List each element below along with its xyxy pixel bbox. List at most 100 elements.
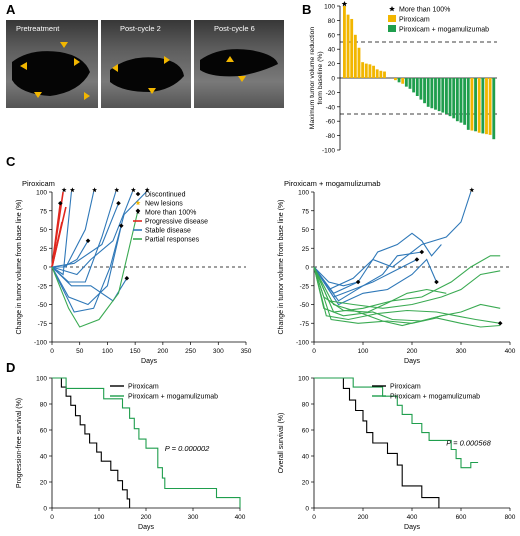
waterfall-bar [426,78,430,107]
arrowhead-icon [112,64,118,72]
y-tick-label: 100 [36,376,47,383]
waterfall-bar [361,62,365,78]
end-marker-diamond [124,275,130,281]
y-tick-label: -75 [38,321,48,328]
series-line-stable [313,251,422,302]
survival-curve-combo [52,377,241,508]
x-tick-label: 600 [456,514,467,521]
arrowhead-icon [84,92,90,100]
end-marker-star [144,187,150,193]
waterfall-bar [408,78,412,89]
series-line-partial [313,266,442,327]
arrowhead-icon [20,62,27,70]
x-tick-label: 250 [185,348,196,355]
arrowhead-icon [238,76,246,82]
end-marker-star [69,187,75,193]
legend-diamond-icon [135,191,141,197]
x-tick-label: 0 [50,514,54,521]
end-marker-star [61,187,67,193]
y-tick-label: -50 [300,302,310,309]
y-tick-label: -100 [34,340,47,347]
series-line-stable [313,191,472,291]
legend-swatch-combo [388,25,396,32]
us-label-pretreatment: Pretreatment [16,24,60,33]
y-tick-label: 0 [331,76,335,83]
series-line-stable [313,258,438,306]
y-axis-title-line2: from baseline (%) [317,51,324,104]
arrowhead-icon [148,88,156,94]
waterfall-bar [368,64,372,78]
x-axis-title: Days [404,358,420,365]
us-lesion-1 [12,51,90,96]
legend-label: Piroxicam + mogamulizumab [390,394,480,401]
y-tick-label: 75 [302,208,310,215]
y-axis-title: Change in tumor volume from base line (%… [278,199,285,334]
waterfall-bar [466,78,470,130]
end-marker-diamond [118,223,124,229]
y-tick-label: 100 [36,190,47,197]
legend-label: Piroxicam + mogamulizumab [128,394,218,401]
y-tick-label: 40 [328,47,336,54]
ultrasound-image-pretreatment [6,20,98,108]
x-tick-label: 400 [505,348,516,355]
waterfall-bar [477,78,481,133]
series-line-stable [51,225,122,306]
end-marker-diamond [419,249,425,255]
series-line-partial [313,266,501,309]
x-tick-label: 300 [188,514,199,521]
y-tick-label: -100 [296,340,309,347]
y-tick-label: -50 [38,302,48,309]
more-than-100-star [341,1,348,7]
waterfall-bar [430,78,434,109]
ultrasound-image-post-cycle-6 [194,20,284,108]
series-line-partial [313,266,501,324]
y-axis-title: Change in tumor volume from base line (%… [16,199,23,334]
waterfall-bar [375,69,379,78]
legend-swatch-piroxicam [388,15,396,22]
end-marker-star [92,187,97,193]
us-lesion-2 [110,57,184,92]
survival-curve-combo [314,377,479,469]
y-tick-label: -100 [322,148,335,155]
x-axis-title: Days [141,358,157,365]
waterfall-bar [455,78,459,122]
panel-b-letter: B [302,2,311,17]
y-tick-label: 100 [298,376,309,383]
panel-c-letter: C [6,154,16,169]
x-tick-label: 300 [456,348,467,355]
waterfall-bar [415,78,419,96]
end-marker-diamond [58,200,63,206]
legend-label: Piroxicam [128,384,159,391]
y-tick-label: 60 [328,32,336,39]
legend-label: Stable disease [145,228,191,235]
waterfall-bar [401,78,405,84]
end-marker-star [114,187,120,193]
waterfall-bar [448,78,452,117]
y-tick-label: 75 [40,208,48,215]
y-tick-label: 80 [40,402,48,409]
legend-label: Piroxicam [399,17,430,24]
y-tick-label: -25 [300,283,310,290]
y-tick-label: 60 [302,428,310,435]
waterfall-bar [383,71,386,78]
y-tick-label: 50 [302,227,310,234]
legend-label: Piroxicam + mogamulizumab [399,27,489,34]
y-tick-label: 25 [40,246,48,253]
y-tick-label: -40 [326,104,336,111]
legend-label: Piroxicam [390,384,421,391]
us-label-post-cycle-6: Post-cycle 6 [214,24,255,33]
series-line-stable [51,266,128,302]
chart-overall-survival: 0 20 40 60 80 100 0 200 400 600 800 Days Overall sur… [278,376,516,532]
y-tick-label: 60 [40,428,48,435]
end-marker-diamond [434,279,439,285]
end-marker-diamond [414,257,420,262]
x-tick-label: 200 [358,514,369,521]
x-tick-label: 800 [505,514,516,521]
waterfall-bar [470,78,474,131]
y-tick-label: 40 [302,454,310,461]
y-tick-label: 100 [324,4,335,11]
y-tick-label: 100 [298,190,309,197]
p-value-annotation: P = 0.000002 [165,444,210,453]
waterfall-bar [452,78,456,119]
arrowhead-icon [164,56,170,64]
